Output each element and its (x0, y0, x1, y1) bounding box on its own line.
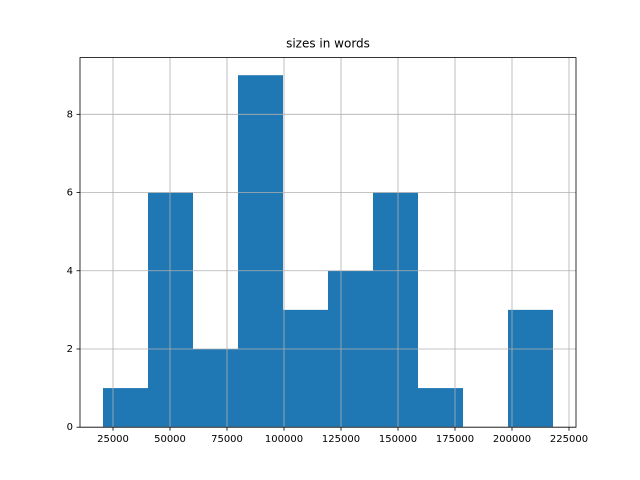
x-tick-label: 100000 (265, 434, 303, 445)
y-tick-label: 6 (67, 188, 73, 199)
axes-frame (79, 57, 577, 428)
bar (373, 192, 419, 428)
x-tick-label: 200000 (493, 434, 531, 445)
x-tick-label: 75000 (211, 434, 243, 445)
y-tick-label: 2 (67, 344, 73, 355)
y-tick-label: 4 (67, 266, 73, 277)
y-tick-label: 0 (67, 422, 73, 433)
y-tick-label: 8 (67, 109, 73, 120)
x-tick-label: 225000 (550, 434, 588, 445)
bar (103, 388, 149, 428)
x-tick-label: 150000 (379, 434, 417, 445)
bar (508, 309, 554, 428)
x-tick-label: 25000 (97, 434, 129, 445)
bar (148, 192, 194, 428)
bar (418, 388, 464, 428)
bar (193, 348, 239, 428)
bar (283, 309, 329, 428)
x-tick-label: 50000 (154, 434, 186, 445)
x-tick-label: 175000 (436, 434, 474, 445)
x-tick-label: 125000 (322, 434, 360, 445)
bar (238, 75, 284, 428)
chart-title: sizes in words (286, 37, 370, 51)
